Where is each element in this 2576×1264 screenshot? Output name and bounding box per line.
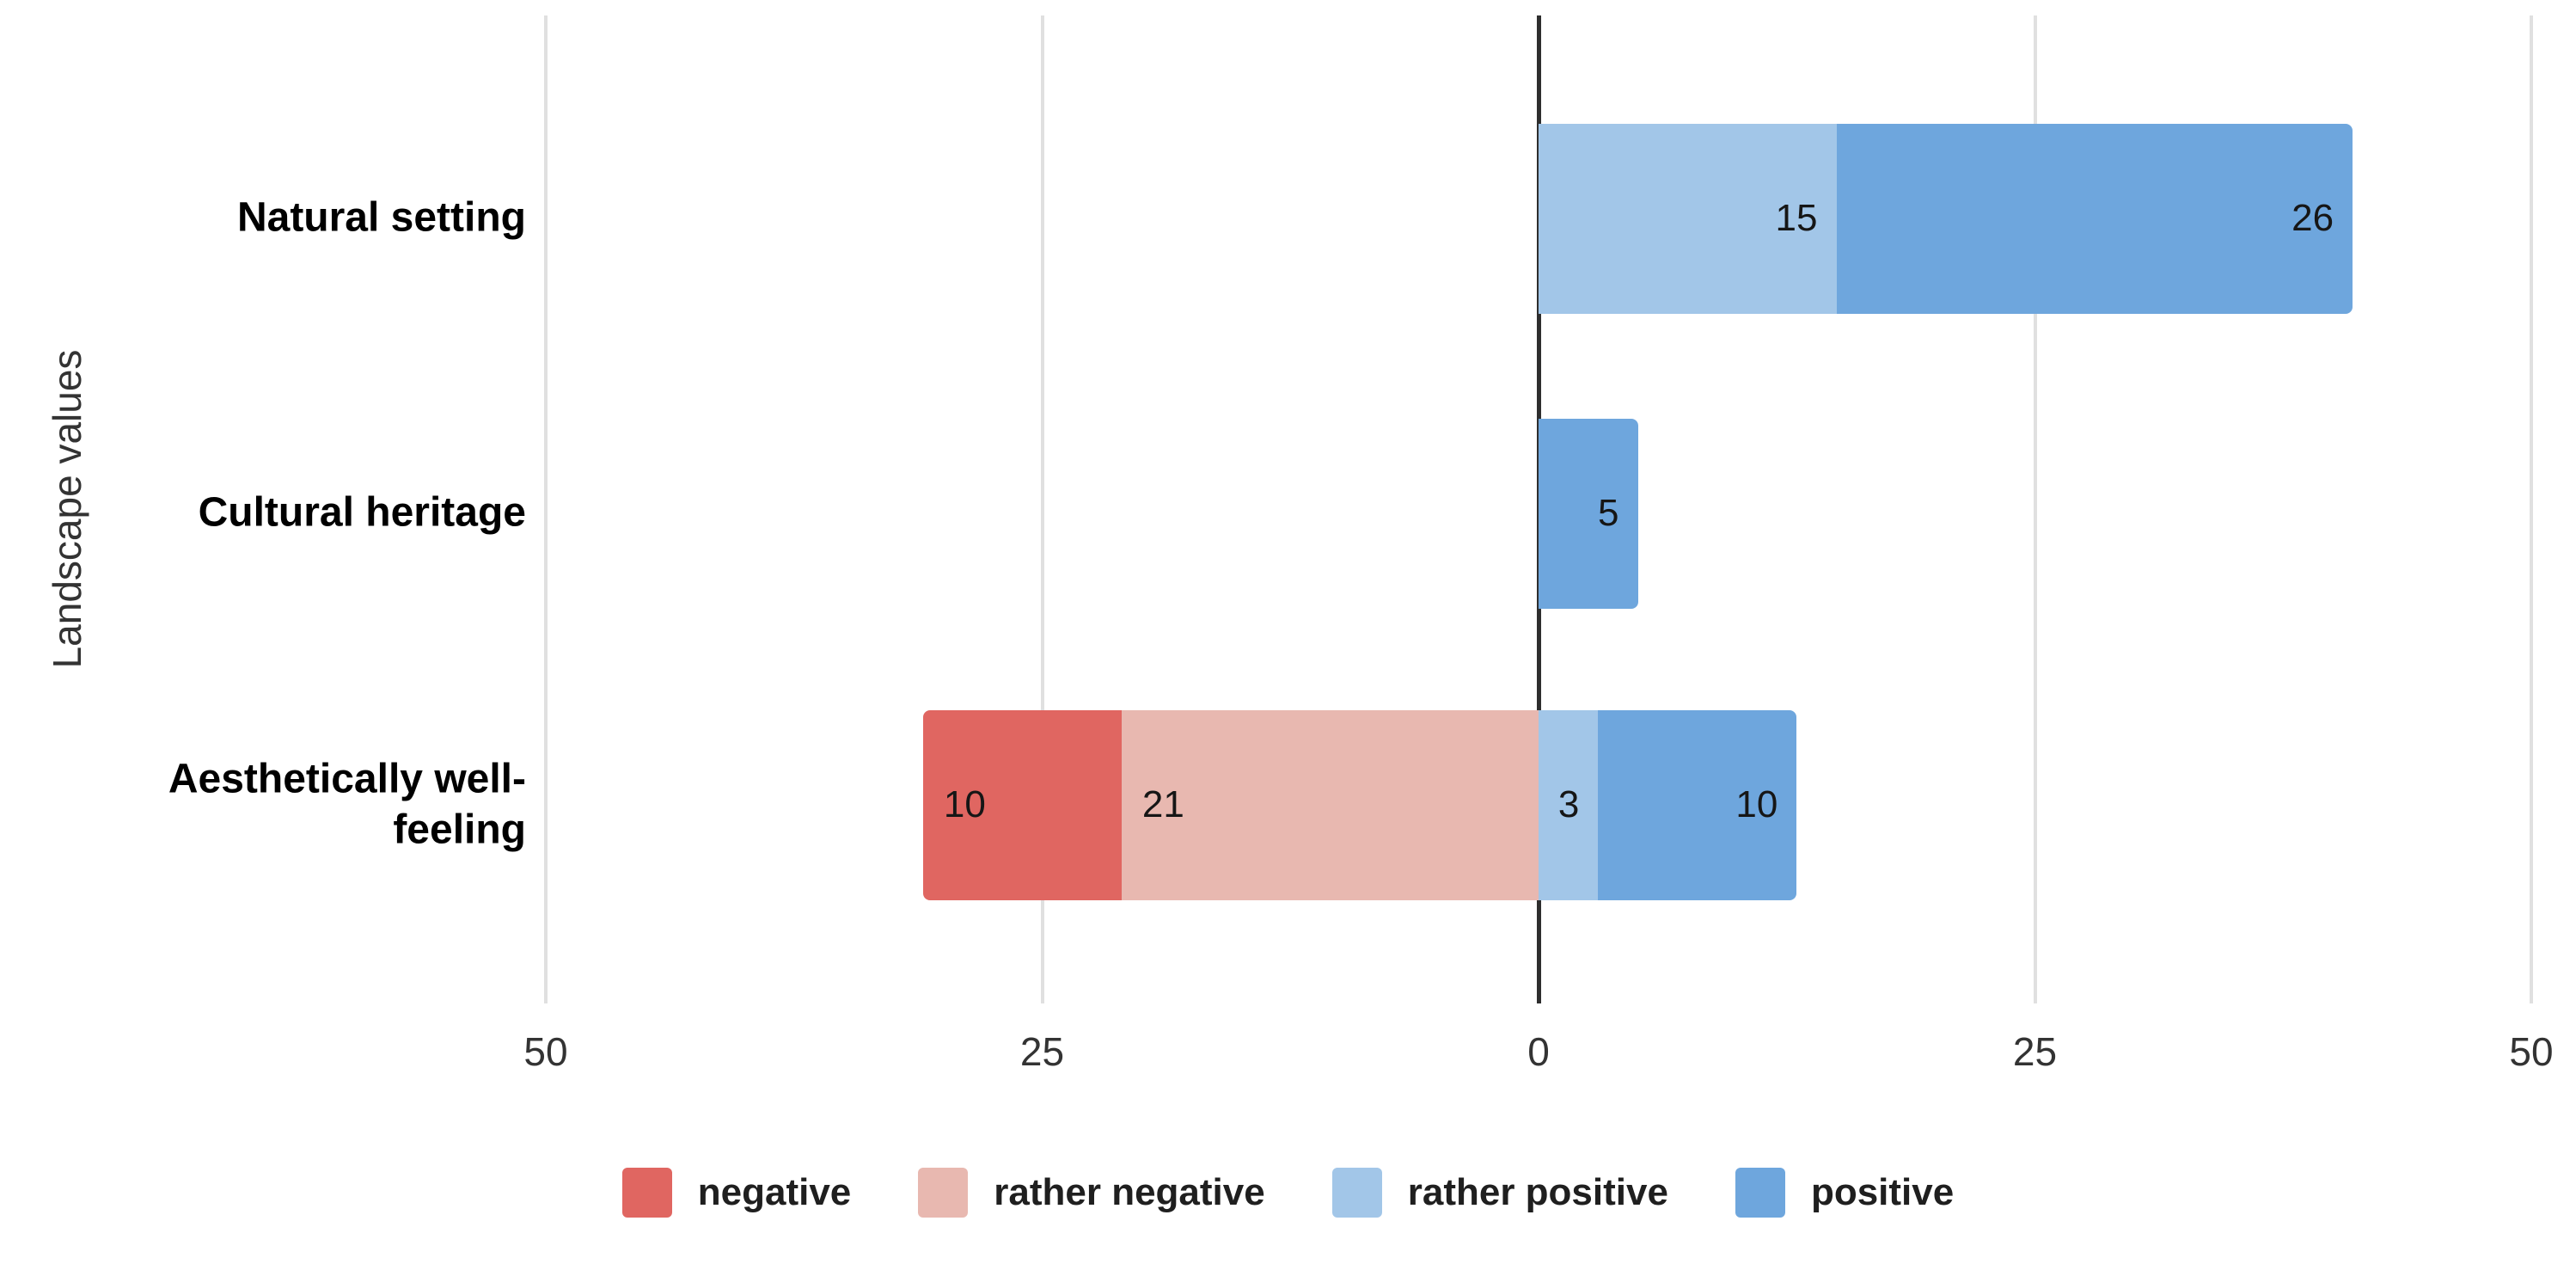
x-tick-label: 0 xyxy=(1527,1029,1550,1074)
gridline xyxy=(1040,15,1044,1003)
legend-label: positive xyxy=(1810,1171,1955,1213)
legend-item-negative[interactable]: negative xyxy=(621,1168,852,1218)
bar-segment-negative[interactable]: 10 xyxy=(922,709,1122,900)
chart-legend: negative rather negative rather positive po… xyxy=(0,1168,2576,1218)
legend-swatch xyxy=(918,1168,969,1218)
gridline xyxy=(2033,15,2037,1003)
bar-segment-rather-negative[interactable]: 21 xyxy=(1121,709,1539,900)
bar-segment-rather-positive[interactable]: 15 xyxy=(1539,123,1837,314)
bar-value-label: 10 xyxy=(1735,783,1778,825)
legend-swatch xyxy=(1331,1168,1382,1218)
y-axis-title: Landscape values xyxy=(45,349,89,669)
legend-label: rather positive xyxy=(1407,1171,1668,1213)
category-label: Cultural heritage xyxy=(198,489,526,536)
legend-label: rather negative xyxy=(994,1171,1265,1213)
legend-label: negative xyxy=(697,1171,852,1213)
bar-value-label: 3 xyxy=(1557,783,1580,825)
bar-value-label: 10 xyxy=(943,783,986,825)
legend-item-rather-negative[interactable]: rather negative xyxy=(918,1168,1265,1218)
legend-swatch xyxy=(1735,1168,1785,1218)
x-tick-label: 25 xyxy=(2012,1029,2058,1074)
category-label: Natural setting xyxy=(236,194,526,241)
x-tick-label: 50 xyxy=(523,1029,568,1074)
bar-segment-rather-positive[interactable]: 3 xyxy=(1539,709,1599,900)
bar-segment-positive[interactable]: 26 xyxy=(1836,123,2353,314)
bar-value-label: 26 xyxy=(2291,197,2334,239)
legend-item-rather-positive[interactable]: rather positive xyxy=(1331,1168,1668,1218)
bar-value-label: 21 xyxy=(1141,783,1184,825)
x-tick-label: 25 xyxy=(1019,1029,1065,1074)
bar-value-label: 5 xyxy=(1598,492,1619,534)
x-tick-label: 50 xyxy=(2509,1029,2554,1074)
legend-swatch xyxy=(621,1168,672,1218)
category-label: Aesthetically well-feeling xyxy=(168,756,526,852)
gridline xyxy=(544,15,548,1003)
legend-item-positive[interactable]: positive xyxy=(1735,1168,1954,1218)
gridline xyxy=(2530,15,2533,1003)
bar-segment-positive[interactable]: 5 xyxy=(1539,418,1638,609)
bar-value-label: 15 xyxy=(1775,197,1818,239)
bar-segment-positive[interactable]: 10 xyxy=(1598,709,1797,900)
